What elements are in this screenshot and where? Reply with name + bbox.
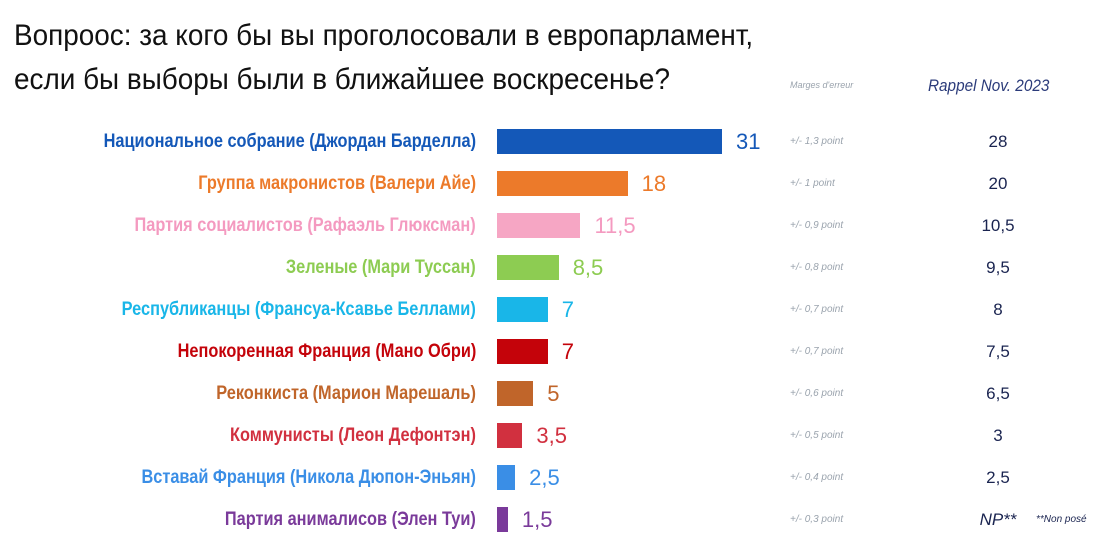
category-label: Партия социалистов (Рафаэль Глюксман) xyxy=(134,215,476,236)
category-label: Непокоренная Франция (Мано Обри) xyxy=(177,341,476,362)
previous-value: NP** xyxy=(979,510,1017,529)
chart-row: Группа макронистов (Валери Айе) 18 +/- 1 p… xyxy=(0,163,1096,205)
bar xyxy=(497,507,508,532)
value-label: 5 xyxy=(547,381,560,406)
category-label: Национальное собрание (Джордан Барделла) xyxy=(103,131,476,152)
chart-row: Вставай Франция (Никола Дюпон-Эньян) 2,5 +… xyxy=(0,457,1096,499)
previous-value: 3 xyxy=(993,426,1003,445)
value-label: 18 xyxy=(641,171,667,196)
bar xyxy=(497,381,534,406)
chart-row: Республиканцы (Франсуа-Ксавье Беллами) 7 +… xyxy=(0,289,1096,331)
bar xyxy=(497,171,628,196)
category-label: Партия анималисов (Элен Туи) xyxy=(224,509,476,530)
bar xyxy=(497,129,722,154)
previous-value: 8 xyxy=(993,300,1003,319)
chart-row: Реконкиста (Марион Марешаль) 5 +/- 0,6 poi… xyxy=(0,373,1096,415)
bar xyxy=(497,465,516,490)
bar xyxy=(497,339,548,364)
previous-value: 7,5 xyxy=(986,342,1010,361)
previous-value: 28 xyxy=(988,132,1008,151)
margin-of-error: +/- 0,4 point xyxy=(790,472,844,483)
chart-row: Непокоренная Франция (Мано Обри) 7 +/- 0,7… xyxy=(0,331,1096,373)
margin-of-error: +/- 0,7 point xyxy=(790,304,844,315)
footnote: **Non posé xyxy=(1036,514,1087,525)
chart-row: Зеленые (Мари Туссан) 8,5 +/- 0,8 point 9,5 xyxy=(0,247,1096,289)
previous-value: 10,5 xyxy=(981,216,1015,235)
value-label: 7 xyxy=(561,297,575,322)
margin-of-error: +/- 0,8 point xyxy=(790,262,844,273)
chart-row: Партия социалистов (Рафаэль Глюксман) 11,… xyxy=(0,205,1096,247)
margin-of-error: +/- 0,6 point xyxy=(790,388,844,399)
margin-of-error: +/- 0,5 point xyxy=(790,430,844,441)
margin-of-error-header: Marges d'erreur xyxy=(790,80,854,90)
title-line-1: Вопроос: за кого бы вы проголосовали в е… xyxy=(14,19,754,52)
chart-title: Вопроос: за кого бы вы проголосовали в е… xyxy=(14,14,753,102)
category-label: Коммунисты (Леон Дефонтэн) xyxy=(230,425,476,446)
category-label: Вставай Франция (Никола Дюпон-Эньян) xyxy=(141,467,476,488)
value-label: 8,5 xyxy=(572,255,604,280)
margin-of-error: +/- 0,9 point xyxy=(790,220,844,231)
value-label: 31 xyxy=(736,129,761,154)
value-label: 11,5 xyxy=(594,213,636,238)
previous-value: 6,5 xyxy=(986,384,1010,403)
category-label: Группа макронистов (Валери Айе) xyxy=(198,173,476,194)
value-label: 2,5 xyxy=(529,465,560,490)
category-label: Зеленые (Мари Туссан) xyxy=(286,257,476,278)
value-label: 7 xyxy=(561,339,575,364)
bar xyxy=(497,255,559,280)
previous-value: 2,5 xyxy=(986,468,1010,487)
margin-of-error: +/- 1 point xyxy=(790,178,835,189)
category-label: Реконкиста (Марион Марешаль) xyxy=(216,383,476,404)
category-label: Республиканцы (Франсуа-Ксавье Беллами) xyxy=(121,299,476,320)
bar xyxy=(497,213,581,238)
previous-value: 9,5 xyxy=(986,258,1010,277)
margin-of-error: +/- 0,7 point xyxy=(790,346,844,357)
margin-of-error: +/- 1,3 point xyxy=(790,136,844,147)
bar xyxy=(497,297,548,322)
value-label: 1,5 xyxy=(521,507,553,532)
bar xyxy=(497,423,523,448)
chart-row: Коммунисты (Леон Дефонтэн) 3,5 +/- 0,5 poi… xyxy=(0,415,1096,457)
chart-row: Партия анималисов (Элен Туи) 1,5 +/- 0,3 p… xyxy=(0,499,1096,541)
rappel-header: Rappel Nov. 2023 xyxy=(928,76,1050,95)
title-line-2: если бы выборы были в ближайшее воскресе… xyxy=(14,63,670,96)
margin-of-error: +/- 0,3 point xyxy=(790,514,844,525)
value-label: 3,5 xyxy=(536,423,567,448)
previous-value: 20 xyxy=(988,174,1008,193)
chart-row: Национальное собрание (Джордан Барделла)… xyxy=(0,121,1096,163)
